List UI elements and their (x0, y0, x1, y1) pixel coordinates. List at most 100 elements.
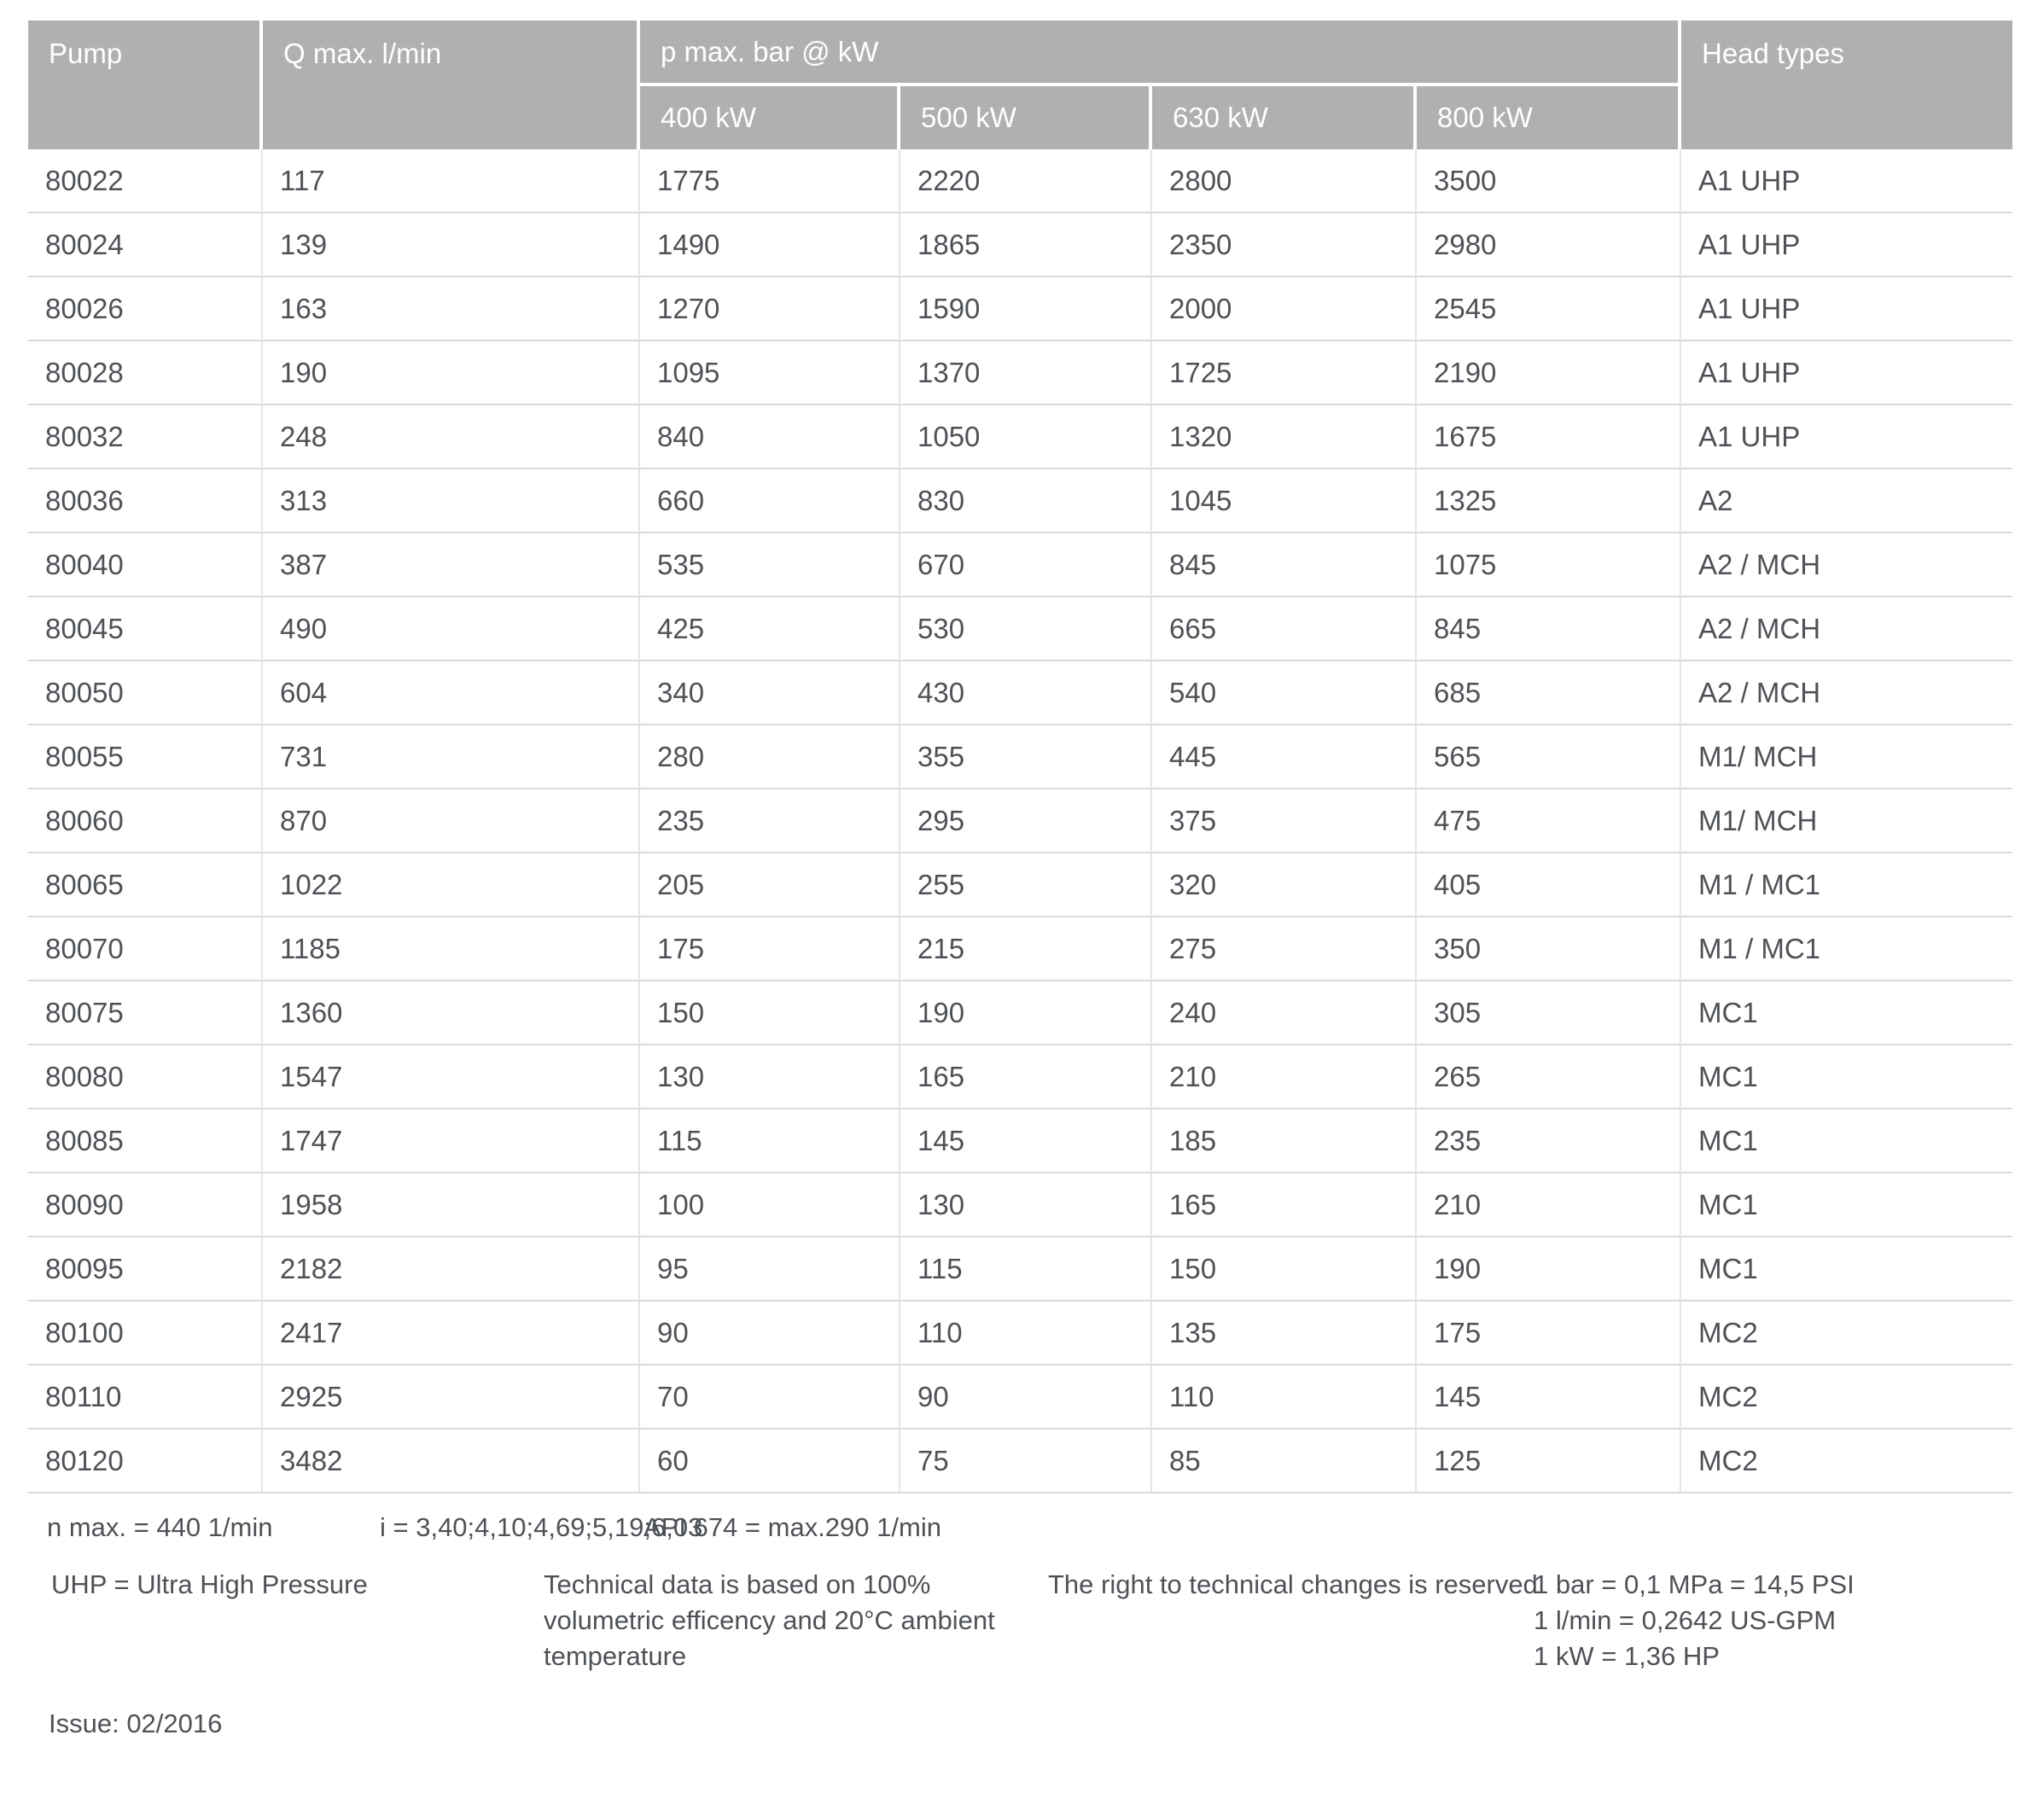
head-type-cell: MC1 (1681, 1109, 2012, 1173)
p500-cell: 130 (900, 1173, 1152, 1237)
p800-cell: 1675 (1417, 405, 1681, 469)
qmax-cell: 2417 (263, 1301, 640, 1365)
p500-cell: 670 (900, 533, 1152, 597)
p400-cell: 1775 (640, 149, 900, 213)
p800-cell: 565 (1417, 725, 1681, 789)
p630-cell: 185 (1152, 1109, 1417, 1173)
pump-cell: 80120 (28, 1429, 263, 1493)
head-type-cell: MC1 (1681, 1237, 2012, 1301)
qmax-cell: 870 (263, 789, 640, 853)
p400-cell: 60 (640, 1429, 900, 1493)
qmax-cell: 248 (263, 405, 640, 469)
p630-cell: 275 (1152, 917, 1417, 981)
p500-cell: 2220 (900, 149, 1152, 213)
head-type-cell: A1 UHP (1681, 405, 2012, 469)
pump-cell: 80028 (28, 341, 263, 405)
p500-cell: 90 (900, 1365, 1152, 1429)
p400-cell: 115 (640, 1109, 900, 1173)
head-type-cell: A2 / MCH (1681, 597, 2012, 661)
pump-cell: 80055 (28, 725, 263, 789)
technical-data-note-line3: temperature (544, 1641, 687, 1671)
qmax-cell: 1958 (263, 1173, 640, 1237)
p800-cell: 145 (1417, 1365, 1681, 1429)
technical-data-note: Technical data is based on 100% volumetr… (544, 1567, 995, 1674)
qmax-cell: 1185 (263, 917, 640, 981)
p400-cell: 205 (640, 853, 900, 917)
footnote-gear-ratios: i = 3,40;4,10;4,69;5,19;6,03 (380, 1512, 703, 1542)
col-header-630kw: 630 kW (1152, 86, 1417, 149)
pump-cell: 80036 (28, 469, 263, 533)
p630-cell: 210 (1152, 1045, 1417, 1109)
p630-cell: 110 (1152, 1365, 1417, 1429)
unit-conversions: 1 bar = 0,1 MPa = 14,5 PSI 1 l/min = 0,2… (1534, 1567, 1855, 1674)
head-type-cell: M1 / MC1 (1681, 917, 2012, 981)
pump-cell: 80080 (28, 1045, 263, 1109)
col-header-800kw: 800 kW (1417, 86, 1681, 149)
p500-cell: 1590 (900, 277, 1152, 341)
pump-cell: 80026 (28, 277, 263, 341)
qmax-cell: 1747 (263, 1109, 640, 1173)
p800-cell: 1075 (1417, 533, 1681, 597)
p630-cell: 240 (1152, 981, 1417, 1045)
p500-cell: 145 (900, 1109, 1152, 1173)
qmax-cell: 139 (263, 213, 640, 277)
pump-cell: 80050 (28, 661, 263, 725)
table-header: Pump Q max. l/min p max. bar @ kW 400 kW… (28, 20, 2012, 149)
p400-cell: 425 (640, 597, 900, 661)
pump-cell: 80085 (28, 1109, 263, 1173)
col-header-pmax-group: p max. bar @ kW (640, 20, 1681, 86)
head-type-cell: A2 / MCH (1681, 661, 2012, 725)
col-header-500kw: 500 kW (900, 86, 1152, 149)
issue-date: Issue: 02/2016 (49, 1709, 223, 1738)
p800-cell: 2980 (1417, 213, 1681, 277)
pump-cell: 80065 (28, 853, 263, 917)
head-type-cell: MC2 (1681, 1365, 2012, 1429)
pump-cell: 80022 (28, 149, 263, 213)
conversion-lmin-gpm: 1 l/min = 0,2642 US-GPM (1534, 1605, 1837, 1635)
p500-cell: 255 (900, 853, 1152, 917)
p800-cell: 210 (1417, 1173, 1681, 1237)
p630-cell: 165 (1152, 1173, 1417, 1237)
qmax-cell: 604 (263, 661, 640, 725)
p500-cell: 355 (900, 725, 1152, 789)
p500-cell: 1370 (900, 341, 1152, 405)
p630-cell: 320 (1152, 853, 1417, 917)
qmax-cell: 163 (263, 277, 640, 341)
p500-cell: 165 (900, 1045, 1152, 1109)
rights-reserved-note: The right to technical changes is reserv… (1048, 1569, 1538, 1599)
head-type-cell: A1 UHP (1681, 149, 2012, 213)
p400-cell: 175 (640, 917, 900, 981)
p400-cell: 340 (640, 661, 900, 725)
p630-cell: 1725 (1152, 341, 1417, 405)
col-header-head-types: Head types (1681, 20, 2012, 149)
p800-cell: 265 (1417, 1045, 1681, 1109)
p630-cell: 150 (1152, 1237, 1417, 1301)
pump-cell: 80032 (28, 405, 263, 469)
pump-cell: 80075 (28, 981, 263, 1045)
p500-cell: 430 (900, 661, 1152, 725)
p400-cell: 1095 (640, 341, 900, 405)
p500-cell: 190 (900, 981, 1152, 1045)
p630-cell: 1320 (1152, 405, 1417, 469)
p630-cell: 665 (1152, 597, 1417, 661)
technical-data-note-line1: Technical data is based on 100% (544, 1569, 931, 1599)
p400-cell: 95 (640, 1237, 900, 1301)
p800-cell: 685 (1417, 661, 1681, 725)
p400-cell: 100 (640, 1173, 900, 1237)
p500-cell: 115 (900, 1237, 1152, 1301)
head-type-cell: MC1 (1681, 1045, 2012, 1109)
qmax-cell: 731 (263, 725, 640, 789)
p400-cell: 150 (640, 981, 900, 1045)
p800-cell: 305 (1417, 981, 1681, 1045)
p800-cell: 405 (1417, 853, 1681, 917)
qmax-cell: 2182 (263, 1237, 640, 1301)
conversion-kw-hp: 1 kW = 1,36 HP (1534, 1641, 1720, 1671)
head-type-cell: A1 UHP (1681, 213, 2012, 277)
p800-cell: 845 (1417, 597, 1681, 661)
table-footnotes: n max. = 440 1/min i = 3,40;4,10;4,69;5,… (28, 1512, 2012, 1546)
p500-cell: 295 (900, 789, 1152, 853)
col-header-pump: Pump (28, 20, 263, 149)
footer-notes: UHP = Ultra High Pressure Technical data… (28, 1567, 2012, 1678)
qmax-cell: 117 (263, 149, 640, 213)
